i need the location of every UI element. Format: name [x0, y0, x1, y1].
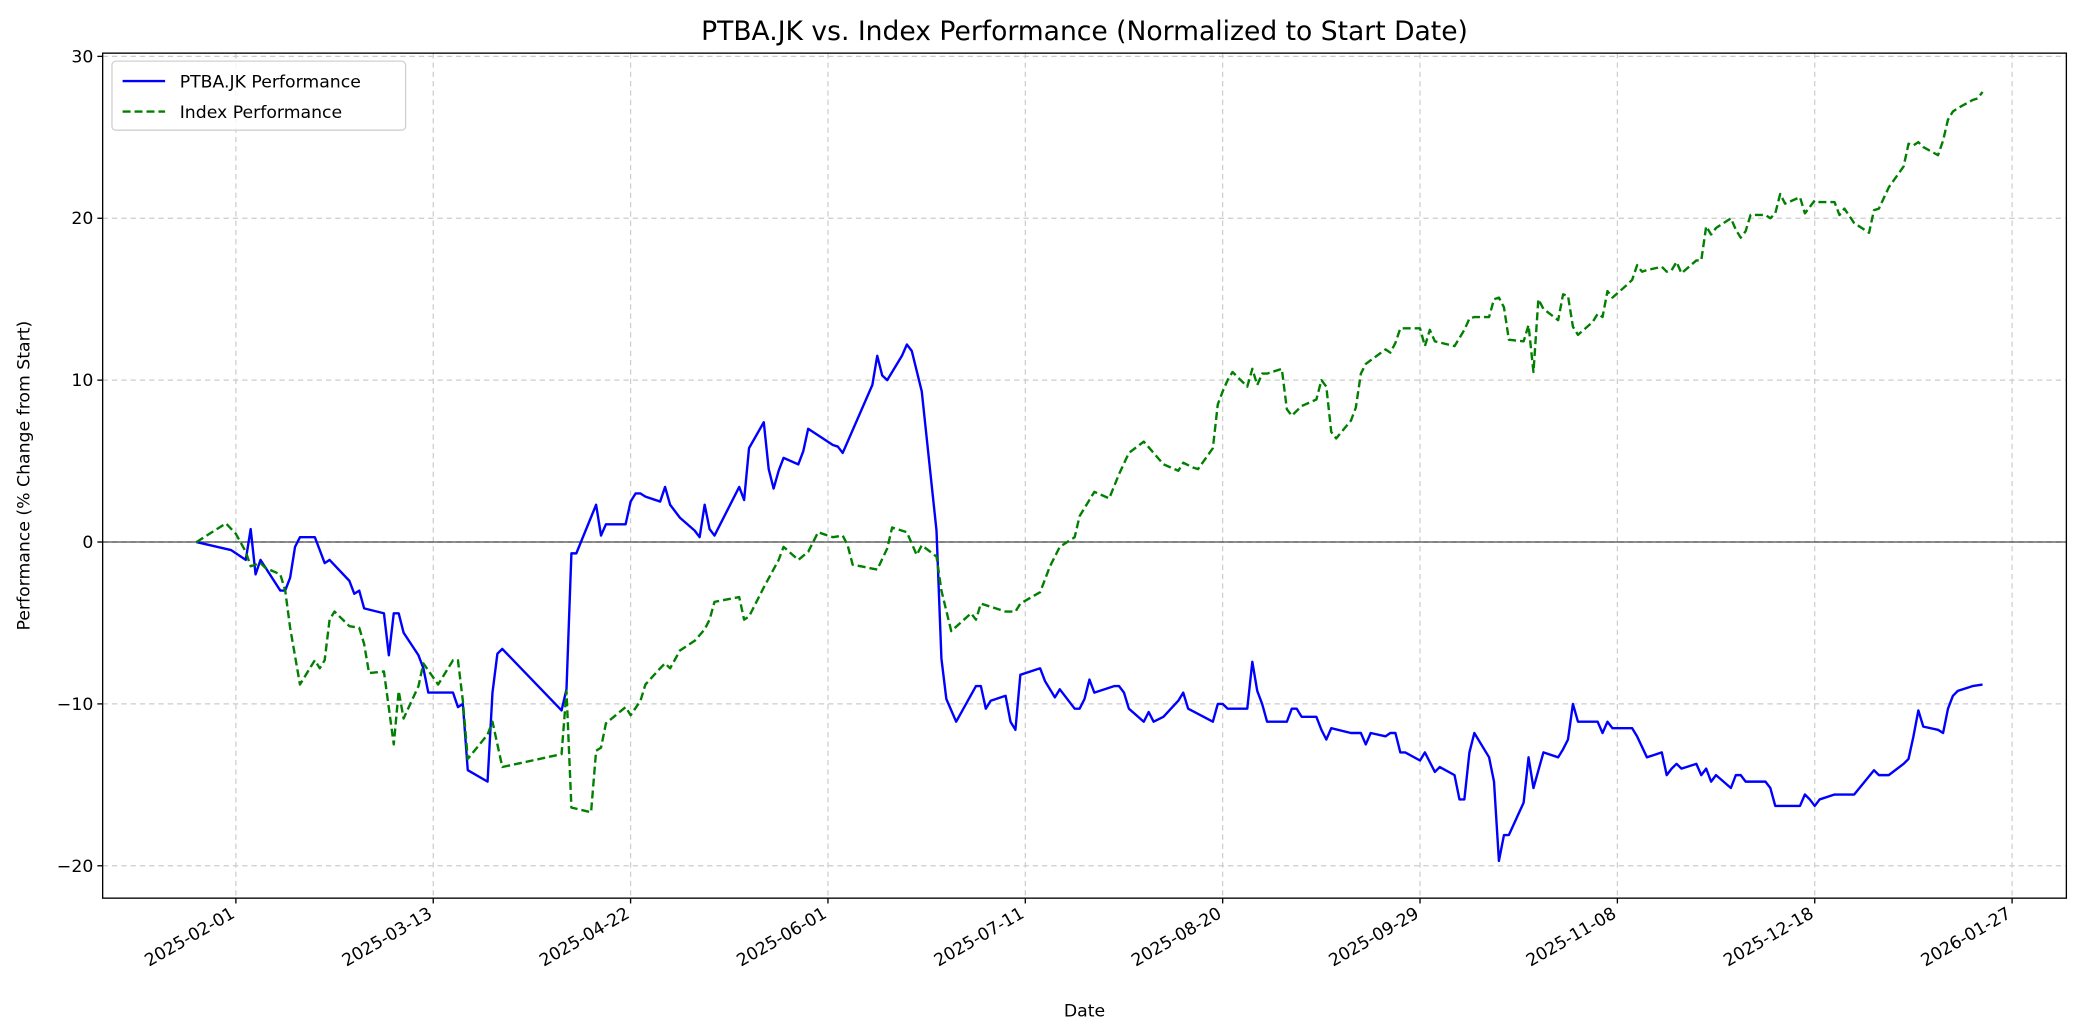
y-axis-ticks: −20 −10 0 10 20 30: [57, 47, 103, 877]
x-tick-label: 2025-09-29: [1326, 904, 1423, 971]
x-tick-label: 2025-03-13: [339, 904, 436, 971]
x-axis-ticks: 2025-02-01 2025-03-13 2025-04-22 2025-06-01…: [141, 898, 2015, 971]
legend: PTBA.JK Performance Index Performance: [111, 60, 407, 131]
index-performance-line: [195, 91, 1984, 814]
plot-frame: [101, 52, 2068, 899]
x-tick-label: 2025-07-11: [931, 904, 1028, 971]
x-axis-label: Date: [1064, 1001, 1105, 1021]
grid-lines: [102, 53, 2067, 899]
y-tick-label: −20: [57, 857, 93, 877]
legend-label-ptba: PTBA.JK Performance: [180, 73, 361, 93]
y-tick-label: 20: [71, 209, 93, 229]
x-tick-label: 2025-12-18: [1720, 904, 1817, 971]
y-tick-label: −10: [57, 695, 93, 715]
x-tick-label: 2025-08-20: [1128, 904, 1225, 971]
chart-title: PTBA.JK vs. Index Performance (Normalize…: [701, 16, 1468, 47]
ptba-performance-line: [196, 343, 1983, 863]
y-tick-label: 10: [71, 371, 93, 391]
x-tick-label: 2025-02-01: [141, 904, 238, 971]
legend-label-index: Index Performance: [180, 103, 342, 123]
series-group: [195, 91, 1984, 863]
x-tick-label: 2026-01-27: [1918, 904, 2015, 971]
x-tick-label: 2025-11-08: [1523, 904, 1620, 971]
legend-box: [111, 60, 407, 131]
y-tick-label: 0: [82, 533, 93, 553]
x-tick-label: 2025-06-01: [734, 904, 831, 971]
y-tick-label: 30: [71, 47, 93, 67]
y-axis-label: Performance (% Change from Start): [15, 321, 35, 631]
x-tick-label: 2025-04-22: [536, 904, 633, 971]
